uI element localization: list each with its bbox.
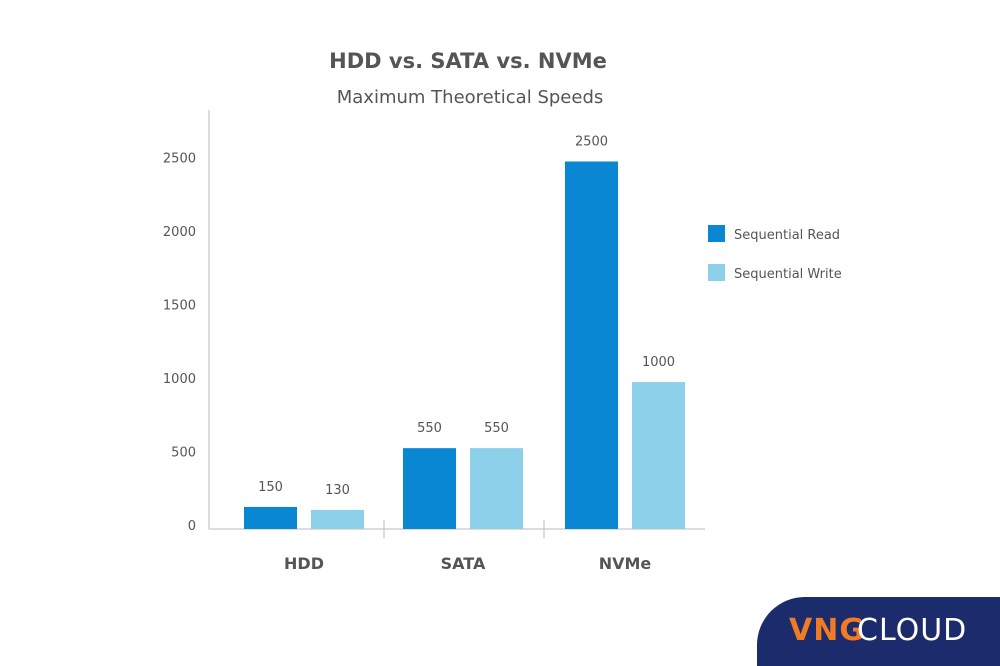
bar [565, 161, 618, 529]
legend-swatch [708, 264, 725, 281]
legend-swatch [708, 225, 725, 242]
data-label: 550 [484, 421, 509, 436]
bar [311, 509, 364, 529]
chart-subtitle: Maximum Theoretical Speeds [337, 87, 604, 108]
data-label: 150 [258, 480, 283, 495]
logo-cloud: CLOUD [857, 613, 968, 648]
data-label: 2500 [575, 135, 608, 150]
legend-label: Sequential Read [734, 228, 840, 243]
bar [470, 448, 523, 529]
legend-label: Sequential Write [734, 267, 842, 282]
chart-title: HDD vs. SATA vs. NVMe [329, 49, 607, 73]
vng-cloud-logo: VNG CLOUD [757, 597, 1000, 666]
y-tick-label: 500 [171, 446, 196, 461]
bar [632, 382, 685, 529]
bar [403, 448, 456, 529]
y-tick-label: 2000 [163, 225, 196, 240]
y-tick-label: 1000 [163, 372, 196, 387]
data-label: 550 [417, 421, 442, 436]
logo-vng: VNG [789, 613, 865, 648]
data-label: 1000 [642, 355, 675, 370]
y-tick-label: 1500 [163, 299, 196, 314]
y-tick-label: 0 [188, 519, 196, 534]
x-tick-label: HDD [284, 554, 324, 573]
x-tick-label: SATA [441, 554, 486, 573]
bar [244, 506, 297, 529]
y-tick-label: 2500 [163, 152, 196, 167]
x-tick-label: NVMe [599, 554, 652, 573]
data-label: 130 [325, 483, 350, 498]
